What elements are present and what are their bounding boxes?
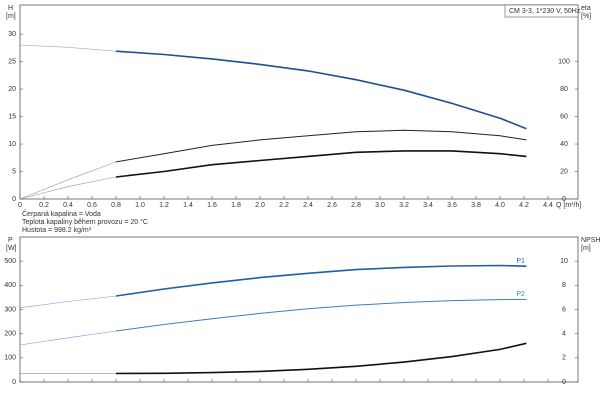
x-tick-label: 0.8 (111, 202, 121, 209)
y2-tick-label: 40 (560, 141, 568, 148)
curve (115, 129, 527, 163)
y-tick-label: 5 (12, 168, 16, 175)
y2-tick-label: 20 (560, 168, 568, 175)
x-tick-label: 3.2 (399, 202, 409, 209)
x-tick-label: 3.4 (423, 202, 433, 209)
y-tick-label: 20 (8, 86, 16, 93)
y-tick-label: 500 (4, 258, 16, 265)
y2-axis-unit: [m] (581, 245, 591, 252)
curve (115, 50, 527, 130)
y2-axis-unit: [%] (581, 13, 591, 20)
x-tick-label: 0 (18, 202, 22, 209)
y-tick-label: 100 (4, 355, 16, 362)
x-tick-label: 4.4 (543, 202, 553, 209)
x-tick-label: 1.0 (135, 202, 145, 209)
curve (115, 264, 527, 297)
y-tick-label: 15 (8, 113, 16, 120)
curve (19, 161, 117, 200)
curve (115, 150, 527, 178)
y-tick-label: 30 (8, 31, 16, 38)
y-tick-label: 400 (4, 282, 16, 289)
x-tick-label: 2.0 (255, 202, 265, 209)
x-tick-label: 2.6 (327, 202, 337, 209)
y-axis-label: H (8, 5, 13, 12)
curve-label: P1 (516, 258, 525, 265)
chart-title: CM 3-3, 1*230 V, 50Hz (509, 8, 581, 15)
x-axis-label: Q [m³/h] (556, 202, 581, 209)
x-tick-label: 3.8 (471, 202, 481, 209)
x-tick-label: 0.6 (87, 202, 97, 209)
curve (19, 330, 117, 346)
curve (115, 342, 527, 375)
x-tick-label: 2.8 (351, 202, 361, 209)
y-tick-label: 10 (8, 141, 16, 148)
y-tick-label: 200 (4, 331, 16, 338)
y-axis-label: P (8, 237, 13, 244)
annotation: Hustota = 998.2 kg/m³ (22, 227, 92, 234)
x-tick-label: 1.4 (183, 202, 193, 209)
curve (19, 176, 117, 200)
x-tick-label: 2.2 (279, 202, 289, 209)
x-tick-label: 1.2 (159, 202, 169, 209)
annotation: Teplota kapaliny během provozu = 20 °C (22, 218, 148, 226)
title-box (504, 4, 579, 18)
y2-tick-label: 0 (562, 196, 566, 203)
plot-frame (19, 4, 579, 200)
y2-tick-label: 8 (562, 282, 566, 289)
y-tick-label: 0 (12, 379, 16, 386)
y2-axis-label: NPSH (581, 237, 600, 244)
y2-tick-label: 100 (558, 58, 570, 65)
y-tick-label: 0 (12, 196, 16, 203)
curve (115, 298, 527, 332)
y2-tick-label: 0 (562, 379, 566, 386)
y2-tick-label: 4 (562, 331, 566, 338)
y2-tick-label: 2 (562, 355, 566, 362)
annotation: Čerpaná kapalina = Voda (22, 209, 101, 218)
y-tick-label: 300 (4, 306, 16, 313)
curve (19, 44, 117, 52)
y2-tick-label: 80 (560, 86, 568, 93)
y2-tick-label: 60 (560, 113, 568, 120)
x-tick-label: 4.0 (495, 202, 505, 209)
y-axis-unit: [m] (6, 13, 16, 20)
x-tick-label: 1.6 (207, 202, 217, 209)
y-tick-label: 25 (8, 58, 16, 65)
y2-axis-label: eta (581, 5, 591, 12)
x-tick-label: 3.6 (447, 202, 457, 209)
x-tick-label: 4.2 (519, 202, 529, 209)
x-tick-label: 1.8 (231, 202, 241, 209)
y2-tick-label: 6 (562, 306, 566, 313)
x-tick-label: 3.0 (375, 202, 385, 209)
y-axis-unit: [W] (6, 245, 17, 252)
x-tick-label: 2.4 (303, 202, 313, 209)
x-tick-label: 0.4 (63, 202, 73, 209)
curve-label: P2 (516, 291, 525, 298)
x-tick-label: 0.2 (39, 202, 49, 209)
curve (19, 295, 117, 309)
y2-tick-label: 10 (560, 258, 568, 265)
